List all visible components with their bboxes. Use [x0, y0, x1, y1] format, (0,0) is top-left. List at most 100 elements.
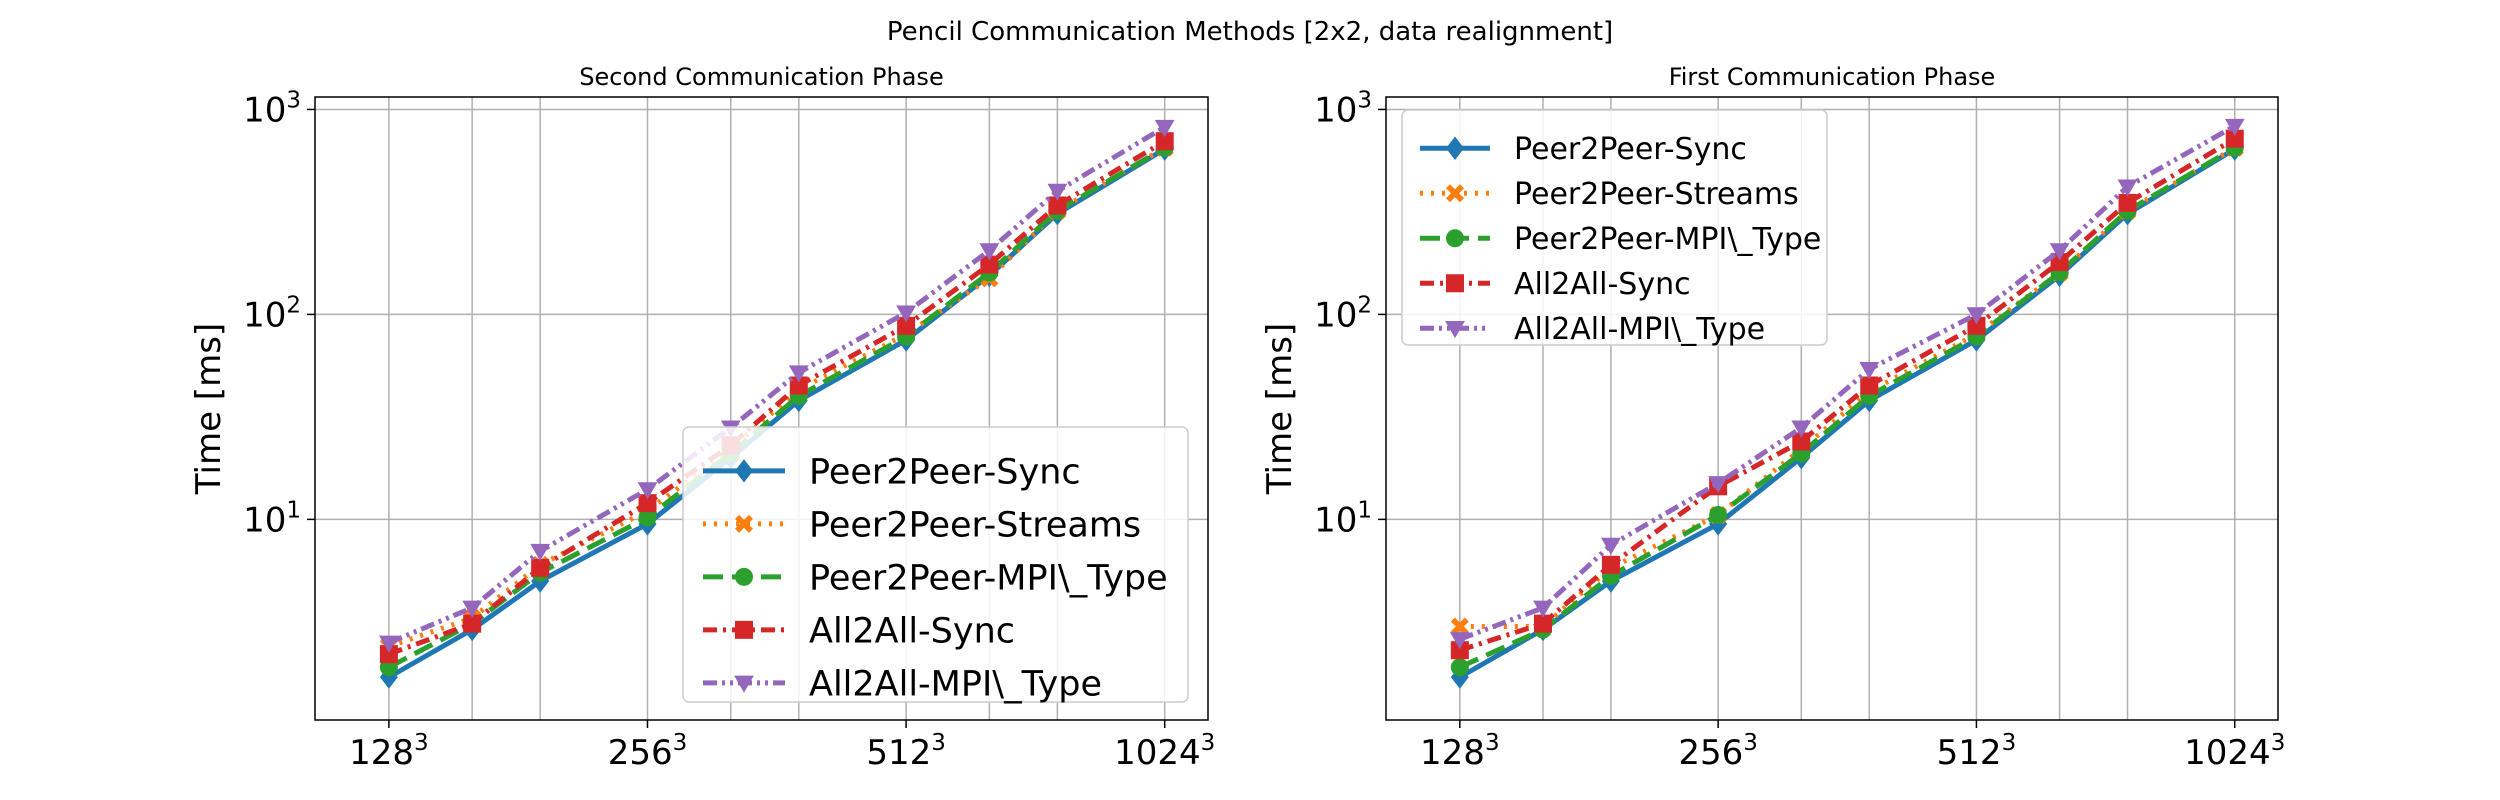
legend-marker	[1446, 136, 1464, 160]
legend-marker	[1446, 274, 1464, 293]
axes-frame	[1385, 96, 2279, 721]
data-point	[1966, 307, 1987, 325]
legend-label: Peer2Peer-Streams	[809, 505, 1141, 545]
x-tick-label: 1283	[349, 730, 429, 773]
data-point	[1533, 600, 1553, 618]
x-tick-label: 10243	[2184, 730, 2285, 773]
series-all2all-sync	[1450, 129, 2244, 660]
y-axis-label: Time [ms]	[1260, 323, 1300, 495]
chart-panel-second-phase: Second Communication Phase 1283 2563 5123 10…	[189, 63, 1215, 773]
data-point	[1047, 183, 1068, 201]
data-point	[979, 243, 1000, 261]
legend-marker	[735, 514, 753, 533]
y-tick-label: 103	[1314, 87, 1372, 130]
legend-marker	[1446, 229, 1464, 248]
data-point	[1450, 617, 1469, 636]
figure-title: Pencil Communication Methods [2x2, data …	[887, 17, 1613, 47]
data-point	[2118, 193, 2137, 212]
y-tick-label: 101	[1314, 497, 1372, 540]
data-point	[462, 600, 483, 618]
legend-item-peer2peer-mpi-type: Peer2Peer-MPI\_Type	[1420, 222, 1821, 257]
y-tick-label: 103	[243, 87, 301, 130]
series-line	[1458, 145, 2237, 670]
y-axis-label: Time [ms]	[189, 323, 229, 495]
legend-label: All2All-Sync	[1514, 267, 1691, 302]
data-point	[1792, 432, 1811, 451]
legend-box	[1401, 109, 1828, 346]
legend-item-all2all-mpi-type: All2All-MPI\_Type	[1420, 312, 1765, 347]
series-all2all-mpi-type	[1449, 118, 2245, 650]
data-point	[637, 482, 658, 500]
data-point	[897, 316, 916, 335]
data-point	[531, 558, 550, 577]
data-point	[2225, 129, 2244, 148]
data-point	[1601, 555, 1620, 574]
x-tick-label: 2563	[1678, 730, 1758, 773]
legend-item-peer2peer-streams: Peer2Peer-Streams	[703, 505, 1141, 545]
data-point	[1155, 132, 1174, 151]
legend-item-all2all-sync: All2All-Sync	[703, 611, 1015, 651]
x-tick-label: 2563	[608, 730, 688, 773]
data-point	[530, 543, 551, 562]
data-point	[1450, 641, 1469, 660]
data-point	[1154, 119, 1175, 138]
data-point	[2050, 253, 2069, 272]
data-point	[1048, 196, 1067, 215]
legend-marker	[735, 567, 753, 586]
data-point	[980, 255, 999, 274]
y-tick-label: 102	[243, 292, 301, 335]
data-point	[788, 365, 809, 383]
legend-label: All2All-MPI\_Type	[809, 664, 1102, 704]
legend-label: All2All-MPI\_Type	[1514, 312, 1765, 347]
legend: Peer2Peer-Sync Peer2Peer-Streams Peer2Peer…	[1401, 109, 1828, 347]
legend-label: Peer2Peer-Streams	[1514, 177, 1799, 212]
data-point	[1967, 316, 1986, 335]
data-point	[789, 376, 808, 395]
chart-title: Second Communication Phase	[579, 63, 943, 91]
legend-item-peer2peer-mpi-type: Peer2Peer-MPI\_Type	[703, 558, 1168, 598]
chart-title: First Communication Phase	[1669, 63, 1996, 91]
data-point	[1860, 376, 1879, 395]
data-point	[638, 494, 657, 513]
legend-label: Peer2Peer-Sync	[809, 452, 1081, 492]
series-line	[1459, 136, 2237, 653]
x-tick-label: 10243	[1114, 730, 1215, 773]
legend-marker	[735, 459, 753, 483]
legend-marker	[1445, 321, 1465, 339]
data-point	[378, 635, 399, 653]
legend-marker	[1446, 184, 1464, 203]
data-point	[1791, 420, 1812, 438]
data-point	[2117, 179, 2138, 197]
legend-label: Peer2Peer-Sync	[1514, 132, 1747, 167]
legend-item-all2all-mpi-type: All2All-MPI\_Type	[703, 664, 1102, 704]
data-point	[2049, 243, 2070, 261]
legend-label: Peer2Peer-MPI\_Type	[1514, 222, 1821, 257]
data-point	[1601, 537, 1621, 555]
data-point	[1709, 506, 1728, 525]
data-point	[1450, 658, 1469, 677]
legend-marker	[734, 675, 754, 693]
legend-item-peer2peer-streams: Peer2Peer-Streams	[1420, 177, 1799, 212]
series-line	[387, 145, 1166, 670]
legend-item-peer2peer-sync: Peer2Peer-Sync	[703, 452, 1081, 492]
chart-panel-first-phase: First Communication Phase 1283 2563 5123 102…	[1260, 63, 2285, 773]
series-line	[388, 139, 1166, 657]
x-tick-label: 5123	[1937, 730, 2017, 773]
data-point	[638, 508, 657, 527]
y-tick-label: 102	[1314, 292, 1372, 335]
legend-label: All2All-Sync	[809, 611, 1015, 651]
data-point	[1708, 476, 1729, 494]
data-point	[1449, 632, 1470, 650]
legend-box	[682, 426, 1189, 703]
series-all2all-mpi-type	[378, 119, 1175, 653]
x-tick-label: 5123	[866, 730, 946, 773]
data-point	[1859, 362, 1880, 380]
data-point	[896, 305, 917, 323]
legend-item-peer2peer-sync: Peer2Peer-Sync	[1420, 132, 1747, 167]
legend-item-all2all-sync: All2All-Sync	[1420, 267, 1691, 302]
series-line	[387, 124, 1166, 646]
y-tick-label: 101	[243, 497, 301, 540]
data-point	[463, 614, 482, 633]
legend-marker	[735, 620, 753, 639]
